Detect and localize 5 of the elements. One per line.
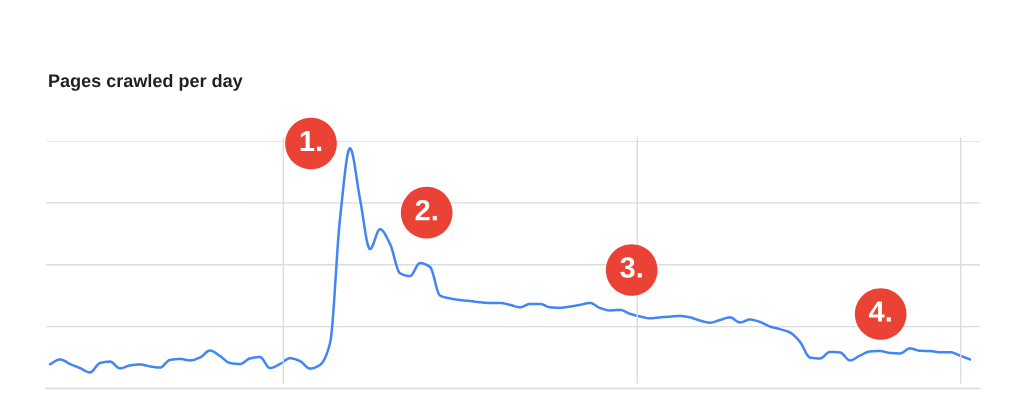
chart-title: Pages crawled per day bbox=[49, 73, 243, 91]
annotation: 4. bbox=[868, 301, 891, 322]
annotation: 1. bbox=[300, 130, 322, 152]
annotation: 3. bbox=[620, 257, 642, 278]
annotation: 2. bbox=[415, 199, 437, 221]
